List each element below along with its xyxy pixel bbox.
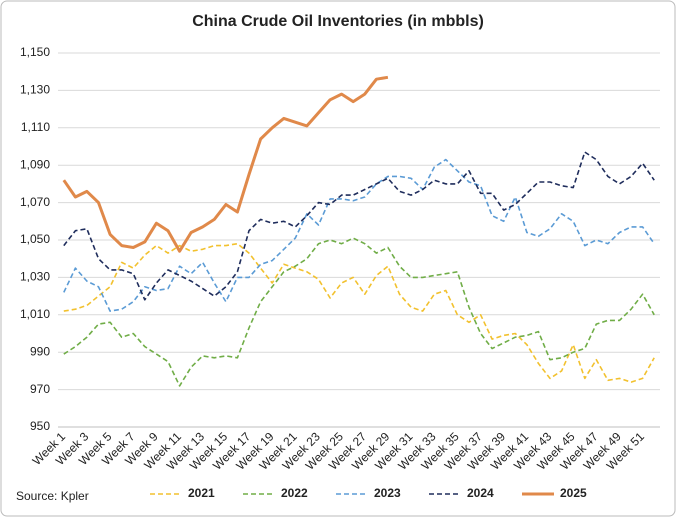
chart-title: China Crude Oil Inventories (in mbbls) bbox=[192, 13, 484, 30]
y-tick-label: 1,110 bbox=[21, 120, 50, 134]
y-tick-label: 1,030 bbox=[20, 270, 50, 284]
legend-label: 2024 bbox=[467, 486, 494, 500]
legend-label: 2022 bbox=[281, 486, 308, 500]
legend-label: 2025 bbox=[560, 486, 587, 500]
series-line bbox=[63, 151, 655, 301]
series-line bbox=[63, 158, 655, 312]
y-tick-label: 1,010 bbox=[20, 307, 50, 321]
legend-label: 2021 bbox=[188, 486, 215, 500]
y-tick-label: 970 bbox=[30, 382, 50, 396]
y-tick-label: 1,050 bbox=[20, 232, 50, 246]
y-tick-label: 1,130 bbox=[20, 83, 50, 97]
y-tick-label: 1,070 bbox=[20, 195, 50, 209]
source-note: Source: Kpler bbox=[16, 489, 89, 503]
y-tick-label: 950 bbox=[30, 419, 50, 433]
y-tick-label: 1,150 bbox=[20, 45, 50, 59]
legend-label: 2023 bbox=[374, 486, 401, 500]
series-line bbox=[62, 75, 389, 253]
series-line bbox=[63, 242, 655, 383]
y-tick-label: 1,090 bbox=[20, 157, 50, 171]
y-tick-label: 990 bbox=[30, 344, 50, 358]
